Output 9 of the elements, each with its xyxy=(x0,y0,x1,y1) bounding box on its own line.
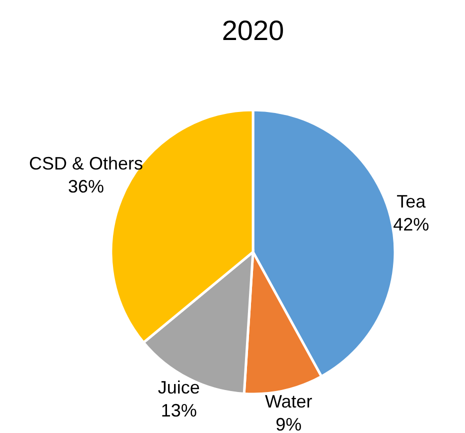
slice-label: Tea xyxy=(396,191,427,212)
chart-title: 2020 xyxy=(222,15,284,46)
slice-label: Juice xyxy=(158,378,200,398)
data-label: 36% xyxy=(68,176,104,196)
slice-label: CSD & Others xyxy=(28,153,143,174)
data-label: 13% xyxy=(160,400,197,420)
data-label: 42% xyxy=(393,214,430,234)
slice-label: Water xyxy=(264,391,312,412)
data-label: 9% xyxy=(276,414,302,433)
